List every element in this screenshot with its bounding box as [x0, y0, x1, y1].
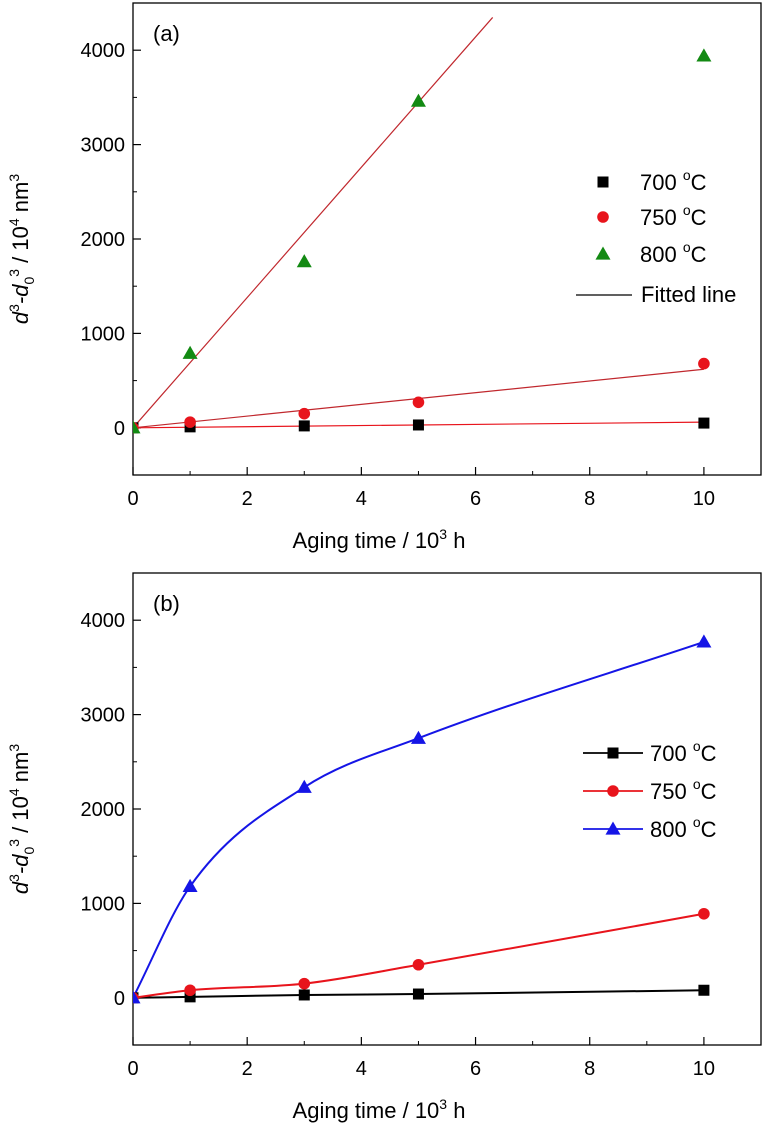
series-circle: [133, 357, 710, 434]
series-square: [133, 984, 710, 1004]
x-tick-label: 8: [584, 1058, 595, 1080]
y-tick-label: 4000: [81, 40, 126, 62]
data-point: [298, 977, 311, 990]
data-point: [296, 254, 312, 268]
y-tick-label: 0: [114, 988, 125, 1010]
data-point: [133, 990, 141, 1004]
series-line: [133, 640, 705, 999]
y-tick-label: 2000: [81, 799, 126, 821]
series-triangle: [133, 48, 712, 434]
legend-label: 700 oC: [650, 738, 717, 766]
y-tick-label: 2000: [81, 229, 126, 251]
data-point: [696, 634, 712, 648]
y-tick-label: 0: [114, 418, 125, 440]
legend-marker: [607, 785, 619, 797]
x-tick-label: 2: [242, 488, 253, 510]
x-axis-label: Aging time / 103 h: [293, 1096, 466, 1123]
plot-frame: [132, 572, 762, 1046]
legend-label: 700 oC: [640, 167, 707, 195]
y-tick-label: 1000: [81, 893, 126, 915]
data-point: [410, 93, 426, 107]
x-tick-label: 6: [470, 1058, 481, 1080]
data-point: [298, 989, 310, 1001]
data-point: [412, 988, 424, 1000]
plot-area: [133, 17, 712, 434]
panel-b: 0 2 4 6 8 10 0 1000 2000 3000 4000 Aging time / 103…: [6, 572, 762, 1123]
x-tick-label: 8: [584, 488, 595, 510]
y-tick-label: 3000: [81, 705, 126, 727]
legend-label: 750 oC: [640, 202, 707, 230]
data-point: [182, 878, 198, 893]
data-point: [698, 907, 710, 920]
data-point: [698, 357, 710, 370]
legend-marker: [597, 176, 609, 188]
data-point: [296, 779, 312, 793]
data-point: [182, 345, 198, 359]
legend-label: 750 oC: [650, 776, 717, 804]
legend: 700 oC 750 oC 800 oC Fitted line: [576, 167, 736, 307]
x-tick-label: 6: [470, 488, 481, 510]
data-point: [298, 407, 311, 420]
y-axis-label: d3-d03 / 104 nm3: [6, 744, 37, 895]
data-point: [184, 984, 196, 997]
data-point: [412, 419, 424, 431]
y-tick-label: 3000: [81, 135, 126, 157]
plot-area: [133, 634, 712, 1004]
legend-marker: [597, 211, 609, 223]
data-point: [298, 420, 310, 432]
legend-marker: [605, 821, 621, 835]
panel-a: 0 2 4 6 8 10 0 1000 2000 3000 4000 Aging time / 103…: [6, 2, 762, 553]
x-axis-label: Aging time / 103 h: [293, 526, 466, 553]
data-point: [698, 984, 710, 996]
data-point: [133, 420, 141, 434]
data-point: [410, 730, 426, 744]
y-tick-label: 1000: [81, 323, 126, 345]
legend-label: Fitted line: [641, 282, 736, 307]
x-tick-label: 10: [693, 1058, 715, 1080]
series-circle: [133, 907, 710, 1004]
x-tick-label: 0: [127, 488, 138, 510]
fitted-line: [133, 17, 494, 429]
series-triangle: [133, 634, 712, 1004]
legend-marker: [607, 747, 619, 759]
x-tick-label: 0: [127, 1058, 138, 1080]
y-tick-label: 4000: [81, 610, 126, 632]
y-axis-label: d3-d03 / 104 nm3: [6, 174, 37, 325]
x-tick-label: 4: [356, 488, 367, 510]
data-point: [698, 417, 710, 429]
x-tick-label: 4: [356, 1058, 367, 1080]
plot-frame: [132, 2, 762, 476]
data-point: [696, 48, 712, 62]
x-tick-label: 2: [242, 1058, 253, 1080]
legend-label: 800 oC: [640, 239, 707, 267]
data-point: [184, 416, 196, 428]
legend-marker: [595, 246, 611, 260]
panel-label: (b): [153, 591, 180, 616]
data-point: [412, 958, 425, 971]
data-point: [412, 396, 425, 409]
series-line: [133, 912, 705, 999]
x-tick-label: 10: [693, 488, 715, 510]
panel-label: (a): [153, 21, 180, 46]
data-point: [184, 991, 196, 1003]
legend-label: 800 oC: [650, 814, 717, 842]
legend: 700 oC 750 oC 800 oC: [583, 738, 717, 842]
